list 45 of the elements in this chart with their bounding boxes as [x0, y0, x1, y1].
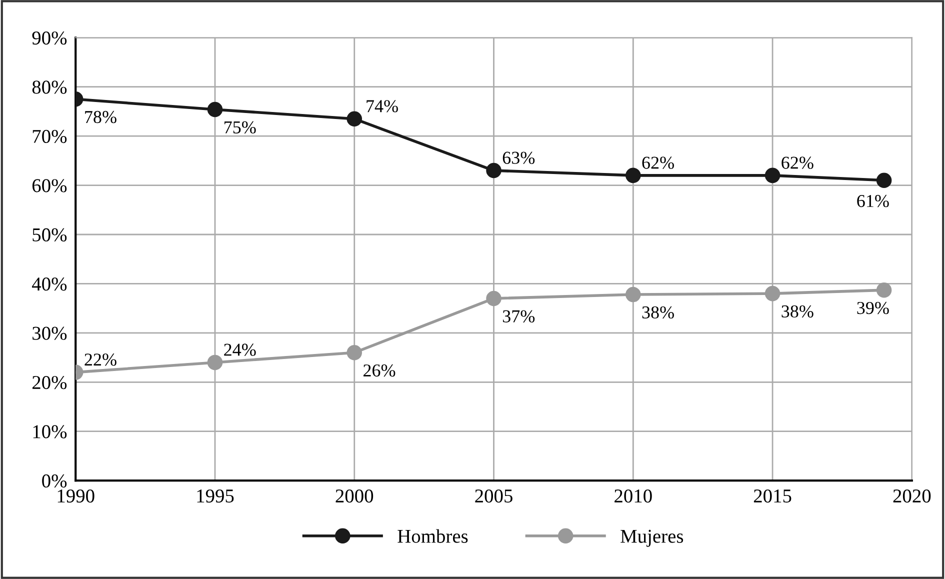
point: [486, 290, 502, 306]
x-tick-label: 2015: [754, 489, 792, 503]
data-label: 38%: [642, 306, 674, 319]
point: [207, 354, 223, 370]
x-tick-label: 2000: [336, 489, 374, 503]
x-tick-label: 1990: [58, 489, 94, 503]
point: [207, 102, 223, 118]
data-label: 61%: [857, 194, 889, 208]
data-label: 75%: [224, 121, 256, 134]
y-tick-label: 0%: [42, 474, 67, 488]
y-tick-label: 70%: [32, 130, 67, 144]
x-tick-label: 2005: [475, 489, 512, 503]
data-label: 39%: [857, 302, 889, 314]
data-label: 24%: [224, 344, 256, 356]
point: [876, 172, 892, 188]
data-label: 63%: [502, 152, 535, 164]
data-label: 37%: [502, 310, 535, 322]
y-tick-label: 40%: [32, 278, 67, 291]
y-tick-label: 10%: [33, 425, 67, 438]
legend-label: Hombres: [398, 529, 468, 543]
data-label: 26%: [364, 364, 396, 377]
data-label: 78%: [85, 110, 116, 124]
y-tick-label: 50%: [32, 228, 67, 242]
data-label: 62%: [642, 156, 674, 169]
x-tick-label: 1995: [197, 490, 234, 503]
point: [626, 168, 641, 184]
y-tick-label: 90%: [32, 31, 67, 45]
legend-label: Mujeres: [620, 530, 684, 547]
y-tick-label: 30%: [32, 326, 67, 340]
data-label: 74%: [366, 100, 398, 112]
point: [764, 286, 780, 302]
y-tick-label: 80%: [32, 80, 67, 94]
x-tick-label: 2020: [893, 489, 931, 503]
point: [876, 282, 892, 298]
y-tick-label: 60%: [32, 179, 67, 192]
point: [764, 168, 780, 184]
point: [346, 111, 362, 126]
y-tick-label: 20%: [32, 376, 67, 390]
data-label: 38%: [782, 305, 814, 318]
data-label: 62%: [782, 156, 814, 169]
point: [346, 344, 362, 360]
x-tick-label: 2010: [614, 489, 652, 503]
data-label: 22%: [84, 354, 116, 366]
point: [486, 162, 502, 178]
point: [626, 286, 641, 302]
